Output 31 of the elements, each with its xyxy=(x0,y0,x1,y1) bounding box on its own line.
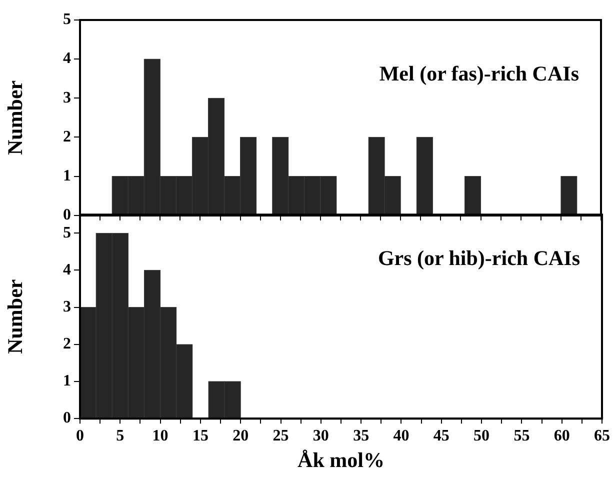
y-tick-label: 4 xyxy=(63,261,71,278)
y-tick-label: 3 xyxy=(63,89,71,106)
y-tick-label: 3 xyxy=(63,298,71,316)
y-tick-label: 4 xyxy=(63,50,71,68)
y-tick-label: 2 xyxy=(63,128,71,146)
x-tick-label: 65 xyxy=(594,427,610,444)
x-tick-label: 35 xyxy=(353,427,370,444)
x-tick-label: 30 xyxy=(312,427,329,444)
x-tick-label: 40 xyxy=(393,427,410,444)
y-tick-label: 1 xyxy=(63,372,71,390)
y-axis-title: Number xyxy=(3,80,28,156)
annotation: Mel (or fas)-rich CAIs xyxy=(379,61,579,86)
x-tick-label: 45 xyxy=(433,427,450,444)
x-tick-label: 50 xyxy=(474,427,490,444)
x-tick-label: 55 xyxy=(514,427,530,444)
x-tick-label: 20 xyxy=(232,427,249,444)
y-tick-label: 0 xyxy=(63,206,71,224)
x-tick-label: 25 xyxy=(272,427,289,444)
y-axis-title: Number xyxy=(3,279,28,354)
x-tick-label: 0 xyxy=(76,427,84,444)
annotation: Grs (or hib)-rich CAIs xyxy=(378,246,580,270)
x-tick-label: 60 xyxy=(554,427,570,444)
y-tick-label: 2 xyxy=(63,336,71,353)
y-tick-label: 5 xyxy=(63,11,71,28)
x-tick-label: 15 xyxy=(192,427,208,444)
y-tick-label: 0 xyxy=(63,410,71,427)
y-tick-label: 5 xyxy=(63,224,71,242)
y-tick-label: 1 xyxy=(63,167,71,184)
x-tick-label: 5 xyxy=(116,427,124,444)
x-axis-title: Åk mol% xyxy=(298,448,384,472)
x-tick-label: 10 xyxy=(152,427,168,444)
